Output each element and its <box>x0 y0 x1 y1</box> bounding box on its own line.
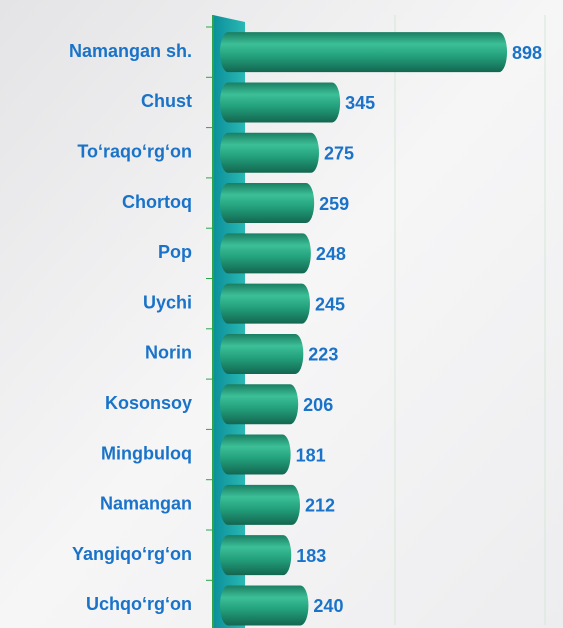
value-label: 206 <box>303 395 333 415</box>
bar <box>220 233 311 274</box>
value-label: 898 <box>512 43 542 63</box>
value-label: 212 <box>305 496 335 516</box>
bar <box>220 434 291 475</box>
y-tick-label: Pop <box>158 242 192 262</box>
bar <box>220 585 309 626</box>
y-tick-label: Chust <box>141 91 192 111</box>
y-tick-label: Uchqo‘rg‘on <box>86 594 192 614</box>
value-label: 245 <box>315 294 345 314</box>
value-label: 345 <box>345 93 375 113</box>
y-tick-label: Yangiqo‘rg‘on <box>72 544 192 564</box>
y-tick-label: Chortoq <box>122 192 192 212</box>
bar <box>220 283 310 324</box>
y-tick-label: Mingbuloq <box>101 443 192 463</box>
bar <box>220 384 299 425</box>
value-label: 275 <box>324 144 354 164</box>
y-tick-label: Namangan sh. <box>69 41 192 61</box>
bar <box>220 183 315 224</box>
bar <box>220 132 319 173</box>
value-label: 181 <box>296 445 326 465</box>
y-tick-label: Kosonsoy <box>105 393 192 413</box>
value-label: 223 <box>308 345 338 365</box>
bar <box>220 484 300 525</box>
value-label: 259 <box>319 194 349 214</box>
bar <box>220 333 304 374</box>
value-label: 248 <box>316 244 346 264</box>
plot: Namangan sh. 898 Chust 345 To‘raqo‘rg‘on 275 C… <box>69 26 542 626</box>
y-tick-label: Norin <box>145 343 192 363</box>
y-tick-label: Namangan <box>100 494 192 514</box>
y-tick-label: Uychi <box>143 292 192 312</box>
bar <box>220 535 292 576</box>
value-label: 240 <box>313 596 343 616</box>
bar <box>220 82 341 123</box>
bar <box>220 32 508 73</box>
y-tick-label: To‘raqo‘rg‘on <box>77 142 192 162</box>
value-label: 183 <box>296 546 326 566</box>
